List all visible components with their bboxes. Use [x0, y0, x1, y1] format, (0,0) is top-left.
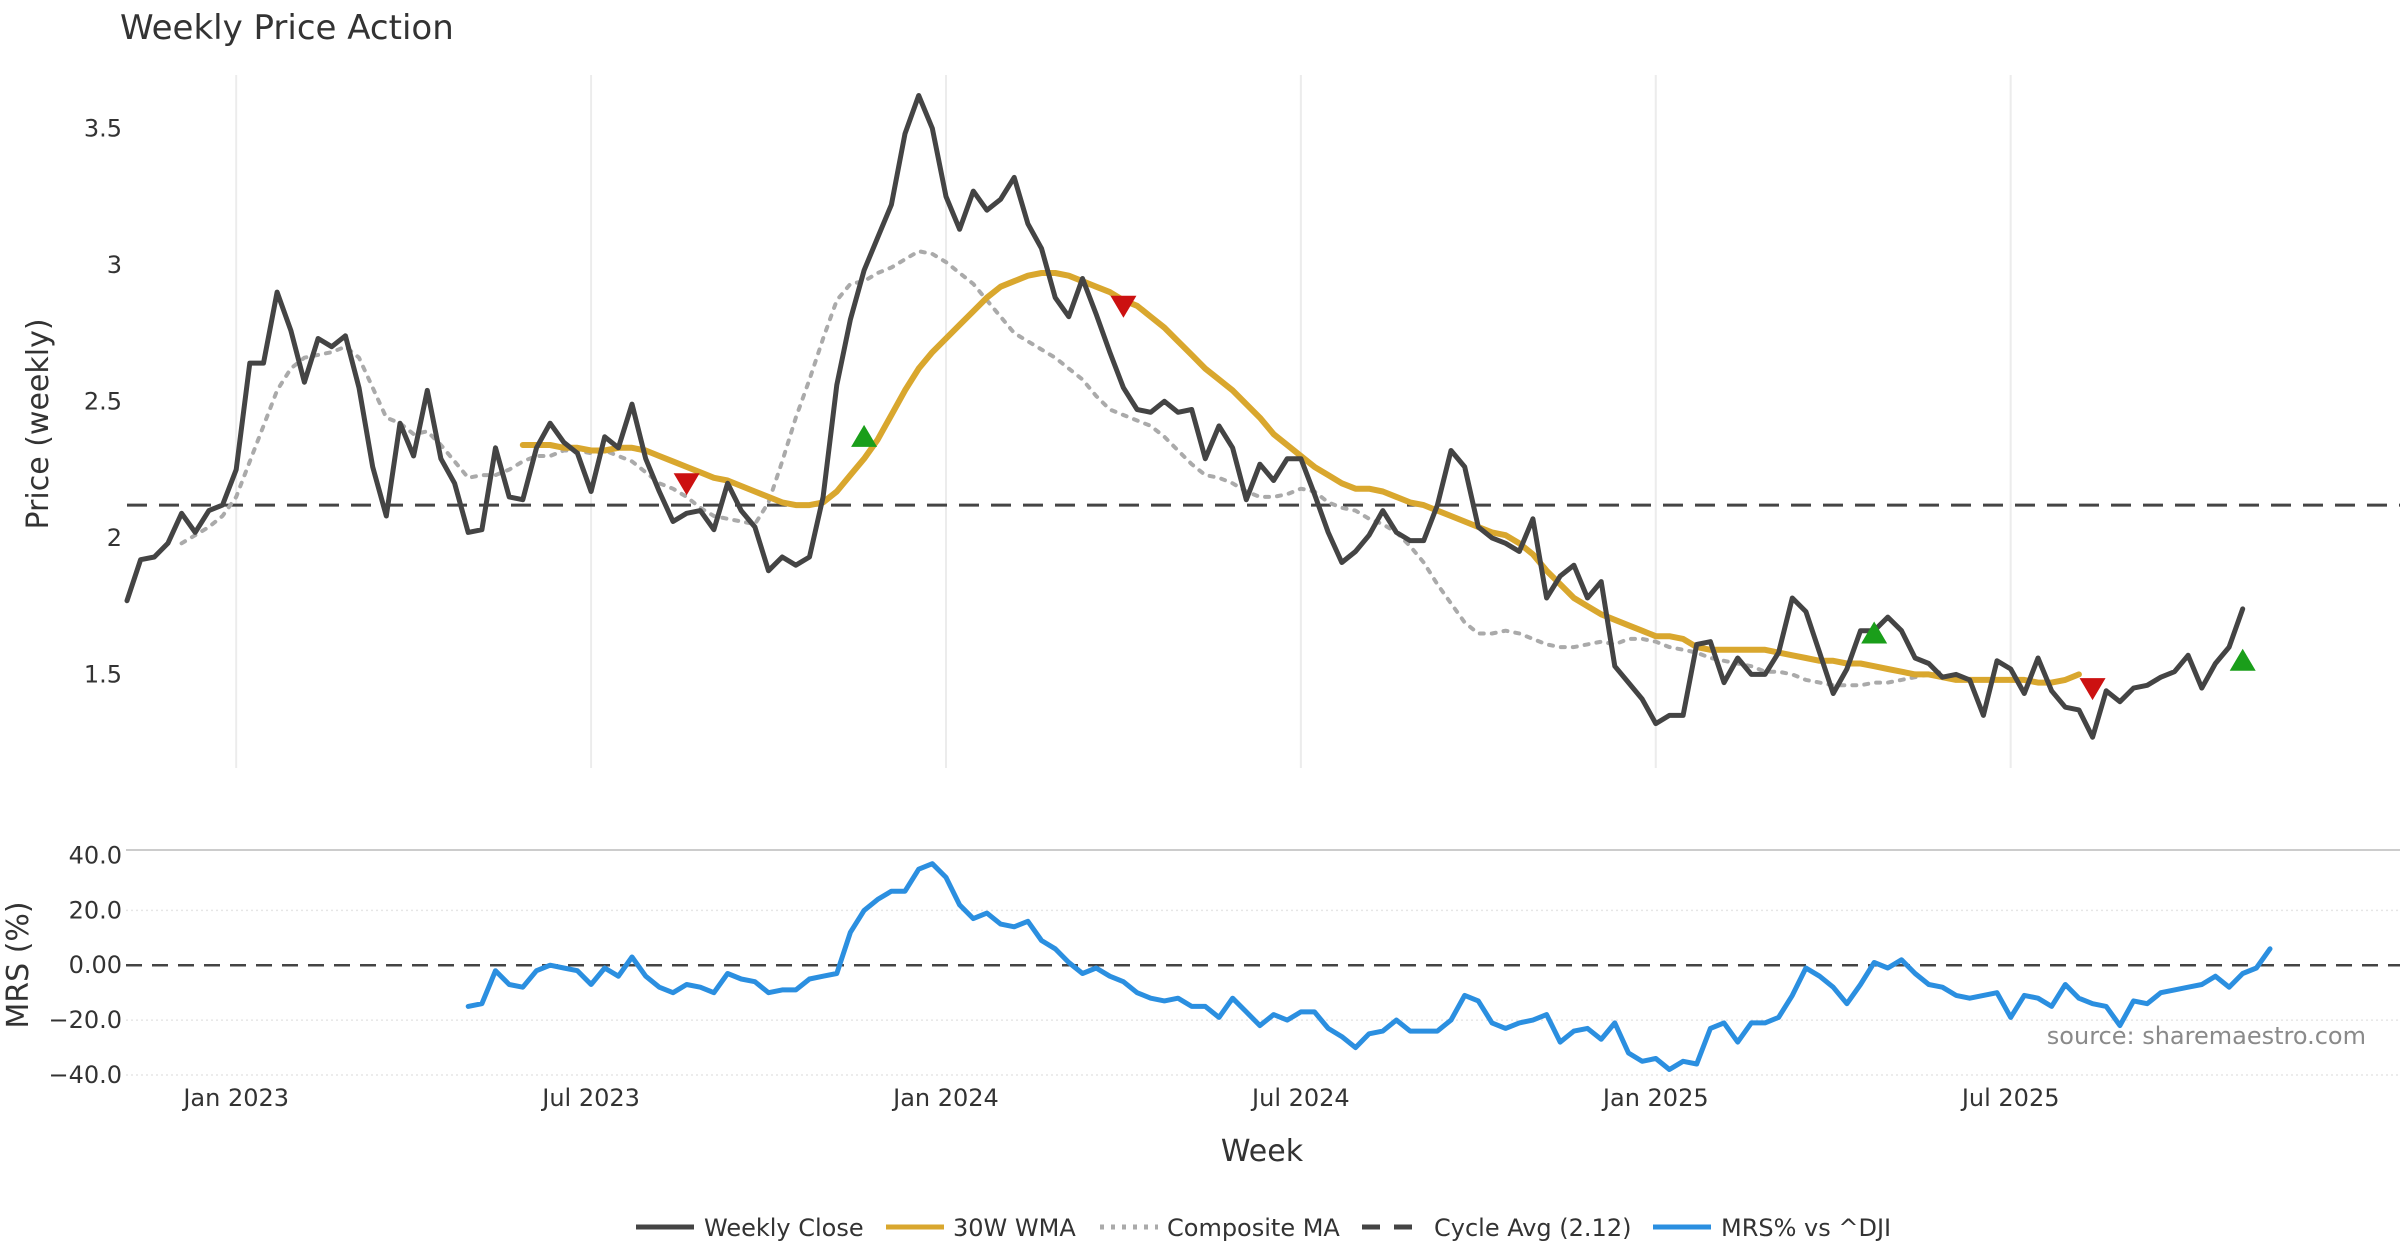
price-y-label: Price (weekly): [21, 318, 56, 529]
x-ticks: Jan 2023 Jul 2023 Jan 2024 Jul 2024 Jan 2025…: [181, 1084, 2059, 1112]
buy-signal-marker: [2229, 648, 2256, 671]
price-y-tick: 2: [107, 524, 122, 552]
mrs-series: [126, 861, 2400, 1072]
x-tick: Jul 2024: [1250, 1084, 1350, 1112]
series-composite-ma: [179, 249, 1945, 688]
mrs-y-tick: −20.0: [48, 1006, 122, 1034]
buy-signal-marker: [851, 424, 878, 447]
mrs-y-tick: 20.0: [69, 896, 122, 924]
chart-title: Weekly Price Action: [120, 8, 454, 48]
mrs-y-tick: −40.0: [48, 1061, 122, 1089]
x-tick: Jul 2023: [540, 1084, 640, 1112]
legend-label-cycle-avg-2-12: Cycle Avg (2.12): [1434, 1214, 1631, 1242]
price-y-tick: 3: [107, 251, 122, 279]
x-tick: Jan 2024: [891, 1084, 999, 1112]
x-tick: Jan 2023: [181, 1084, 289, 1112]
mrs-y-label: MRS (%): [1, 901, 36, 1028]
price-y-ticks: 1.5 2 2.5 3 3.5: [84, 114, 122, 688]
legend-label-mrs-vs-dji: MRS% vs ^DJI: [1721, 1214, 1891, 1242]
price-panel: 1.5 2 2.5 3 3.5 Price (weekly): [21, 75, 2400, 768]
x-tick: Jan 2025: [1601, 1084, 1709, 1112]
mrs-y-tick: 40.0: [69, 841, 122, 869]
buy-signal-marker: [1861, 621, 1888, 644]
x-axis-label: Week: [1221, 1134, 1304, 1169]
price-y-tick: 3.5: [84, 114, 122, 142]
legend-label-30w-wma: 30W WMA: [953, 1214, 1076, 1242]
sell-signal-marker: [2079, 678, 2106, 701]
series-30w-wma: [519, 270, 2082, 686]
mrs-y-ticks: 40.0 20.0 0.00 −20.0 −40.0: [48, 841, 122, 1089]
sell-signal-marker: [1110, 295, 1137, 318]
x-tick: Jul 2025: [1960, 1084, 2060, 1112]
series-mrs-vs-dji: [465, 861, 2273, 1072]
series-weekly-close: [124, 93, 2246, 740]
legend-label-composite-ma: Composite MA: [1167, 1214, 1340, 1242]
price-y-tick: 2.5: [84, 387, 122, 415]
mrs-panel: 40.0 20.0 0.00 −20.0 −40.0 MRS (%) source: s…: [1, 841, 2400, 1089]
mrs-y-tick: 0.00: [69, 951, 122, 979]
price-series: [124, 93, 2400, 740]
sell-signal-marker: [673, 473, 700, 496]
legend-label-weekly-close: Weekly Close: [704, 1214, 864, 1242]
signal-markers: [673, 295, 2256, 701]
source-note: source: sharemaestro.com: [2047, 1022, 2366, 1050]
price-y-tick: 1.5: [84, 660, 122, 688]
legend: Weekly Close 30W WMA Composite MA Cycle Avg…: [636, 1214, 1891, 1242]
